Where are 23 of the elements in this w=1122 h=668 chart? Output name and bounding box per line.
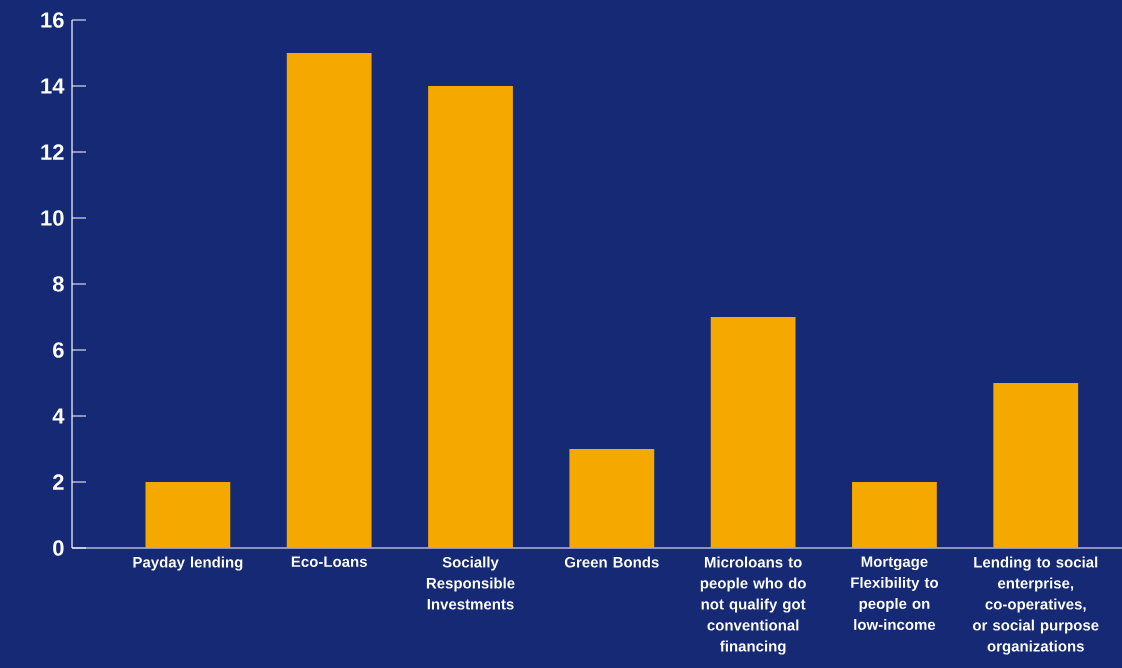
y-tick-label: 10	[41, 210, 64, 226]
y-tick-label: 4	[52, 408, 65, 424]
bar	[569, 448, 655, 548]
x-tick-label: Eco-Loans	[291, 556, 367, 567]
y-tick-label: 0	[53, 540, 64, 556]
y-tick-label: 14	[41, 78, 65, 94]
x-tick-label: Mortgage Flexibility to people on low-income	[851, 556, 939, 630]
bar	[993, 382, 1079, 548]
y-tick-label: 16	[41, 12, 64, 28]
x-tick-label: Lending to social enterprise, co-operatives, or social purpose organizations	[972, 556, 1099, 655]
bar	[286, 52, 372, 548]
x-tick-label: Payday lending	[133, 556, 243, 571]
bar	[710, 316, 796, 548]
x-tick-label: Green Bonds	[564, 556, 659, 568]
x-tick-label: Microloans to people who do not qualify got conventional financing	[700, 556, 806, 655]
x-tick-label: Socially Responsible Investments	[426, 556, 515, 610]
bar	[852, 481, 937, 548]
y-tick-label: 2	[53, 474, 64, 490]
y-tick-label: 6	[53, 342, 64, 358]
bar	[428, 85, 513, 548]
y-tick-label: 12	[41, 144, 64, 160]
bar	[145, 481, 231, 548]
y-tick-label: 8	[52, 276, 64, 292]
